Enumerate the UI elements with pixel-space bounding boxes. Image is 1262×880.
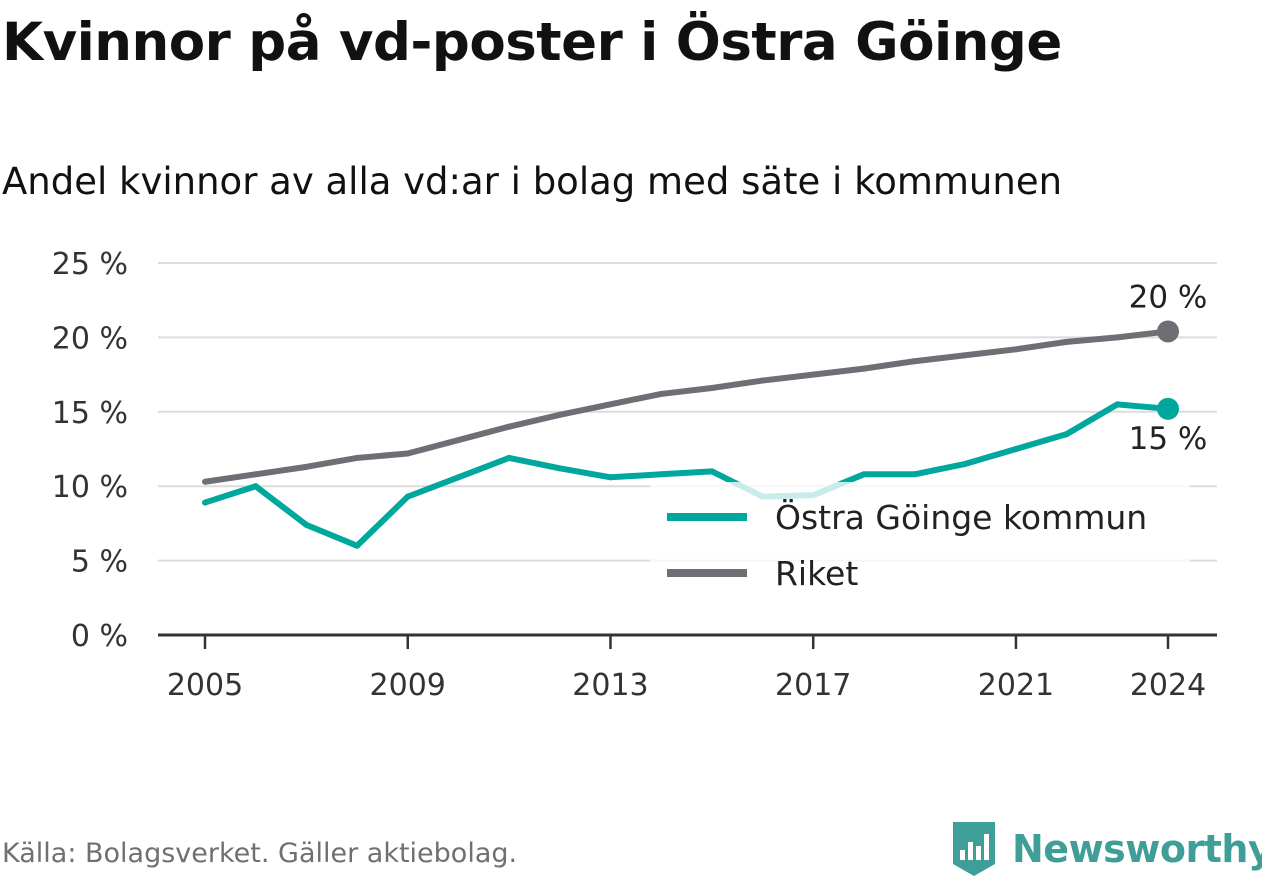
data-point xyxy=(962,460,969,467)
end-point-marker xyxy=(1157,397,1179,420)
brand-logo: Newsworthy xyxy=(950,818,1262,880)
data-point xyxy=(607,474,614,481)
newsworthy-logo-icon xyxy=(953,822,995,876)
y-tick-label: 5 % xyxy=(71,545,128,580)
x-tick-label: 2005 xyxy=(167,668,243,703)
legend-label: Östra Göinge kommun xyxy=(775,497,1147,537)
data-point xyxy=(658,390,665,397)
data-point xyxy=(404,450,411,457)
x-tick-label: 2021 xyxy=(978,668,1054,703)
end-point-marker xyxy=(1157,320,1179,343)
x-tick-label: 2024 xyxy=(1130,668,1206,703)
data-point xyxy=(252,483,259,490)
series-lines xyxy=(202,320,1179,549)
data-point xyxy=(962,352,969,359)
y-tick-label: 25 % xyxy=(52,247,128,282)
chart-subtitle: Andel kvinnor av alla vd:ar i bolag med … xyxy=(2,160,1063,203)
data-point xyxy=(1012,346,1019,353)
data-point xyxy=(708,468,715,475)
data-point xyxy=(1114,401,1121,408)
data-point xyxy=(1114,334,1121,341)
chart-title: Kvinnor på vd-poster i Östra Göinge xyxy=(2,12,1062,73)
data-point xyxy=(1063,431,1070,438)
data-point xyxy=(506,423,513,430)
data-point xyxy=(556,465,563,472)
data-point xyxy=(607,401,614,408)
y-tick-label: 10 % xyxy=(52,470,128,505)
end-label-ostra-goinge: 15 % xyxy=(1129,421,1208,457)
x-tick-label: 2013 xyxy=(572,668,648,703)
source-note: Källa: Bolagsverket. Gäller aktiebolag. xyxy=(2,838,518,869)
data-point xyxy=(759,377,766,384)
data-point xyxy=(354,542,361,549)
y-tick-label: 20 % xyxy=(52,321,128,356)
data-point xyxy=(810,371,817,378)
data-point xyxy=(455,437,462,444)
y-tick-label: 15 % xyxy=(52,396,128,431)
y-tick-label: 0 % xyxy=(71,619,128,654)
legend-label: Riket xyxy=(775,554,858,593)
data-point xyxy=(911,471,918,478)
data-point xyxy=(354,454,361,461)
data-point xyxy=(658,471,665,478)
series-line-riket xyxy=(204,328,1169,485)
data-point xyxy=(860,365,867,372)
data-point xyxy=(556,411,563,418)
data-point xyxy=(303,463,310,470)
end-label-riket: 20 % xyxy=(1129,279,1208,315)
data-point xyxy=(252,471,259,478)
brand-name: Newsworthy xyxy=(1012,827,1262,871)
data-point xyxy=(1063,338,1070,345)
axes: 0 % 5 % 10 % 15 % 20 % 25 % 2005 2009 2013 2017 20… xyxy=(52,247,1217,703)
data-point xyxy=(911,358,918,365)
series-line-ostra-goinge xyxy=(204,401,1169,549)
data-point xyxy=(303,521,310,528)
data-point xyxy=(506,454,513,461)
data-point xyxy=(708,384,715,391)
legend-background xyxy=(650,482,1190,604)
x-tick-label: 2009 xyxy=(370,668,446,703)
data-point xyxy=(860,471,867,478)
data-point xyxy=(1012,446,1019,452)
x-tick-label: 2017 xyxy=(775,668,851,703)
data-point xyxy=(202,478,208,485)
data-point xyxy=(202,499,208,506)
data-point xyxy=(404,493,411,500)
end-labels: 20 % 15 % xyxy=(1129,279,1208,456)
data-point xyxy=(455,474,462,481)
legend: Östra Göinge kommun Riket xyxy=(650,482,1190,604)
